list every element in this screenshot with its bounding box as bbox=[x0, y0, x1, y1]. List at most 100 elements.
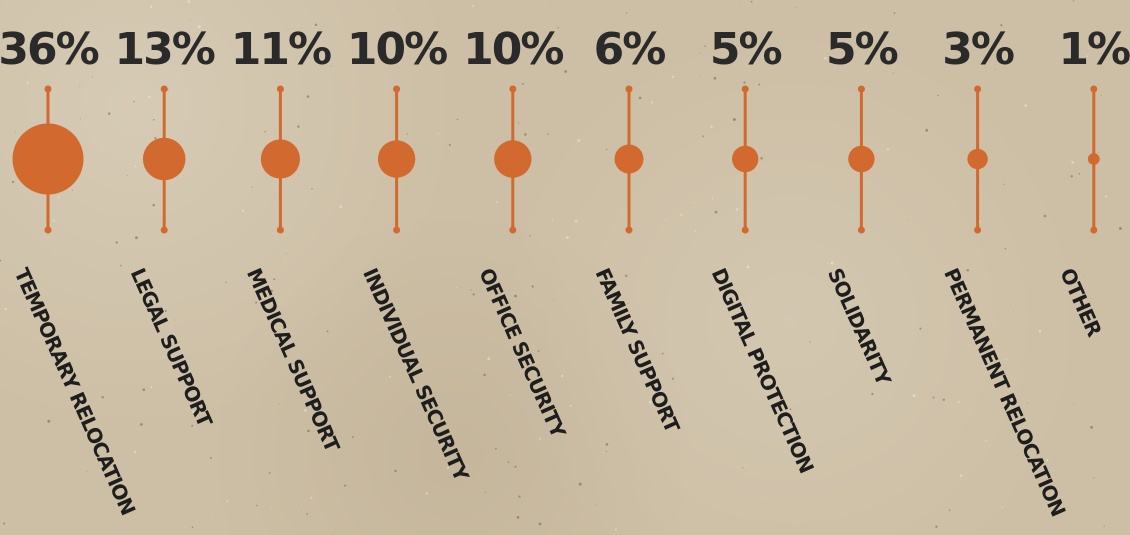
texture-speck bbox=[149, 5, 153, 8]
texture-speck bbox=[932, 396, 935, 399]
texture-speck bbox=[795, 286, 797, 288]
texture-speck bbox=[4, 307, 8, 311]
texture-speck bbox=[605, 148, 608, 151]
texture-speck bbox=[175, 319, 177, 321]
value-bubble bbox=[494, 140, 532, 178]
texture-speck bbox=[795, 7, 797, 9]
texture-speck bbox=[880, 370, 883, 372]
category-group: 11% MEDICAL SUPPORT bbox=[231, 24, 345, 456]
texture-speck bbox=[871, 392, 874, 396]
texture-speck bbox=[973, 304, 976, 306]
texture-speck bbox=[919, 327, 922, 330]
texture-speck bbox=[373, 14, 374, 16]
texture-speck bbox=[191, 424, 194, 427]
texture-speck bbox=[539, 437, 541, 440]
texture-speck bbox=[689, 205, 690, 207]
stem-bottom-dot bbox=[1090, 226, 1098, 234]
category-group: 36% TEMPORARY RELOCATION bbox=[0, 24, 140, 518]
texture-speck bbox=[789, 408, 792, 411]
texture-speck bbox=[164, 310, 167, 312]
texture-speck bbox=[830, 261, 834, 265]
texture-speck bbox=[1090, 425, 1094, 429]
value-label: 3% bbox=[942, 24, 1014, 75]
stem-bottom-dot bbox=[625, 226, 633, 234]
texture-speck bbox=[827, 85, 829, 87]
texture-speck bbox=[394, 469, 397, 473]
texture-speck bbox=[241, 209, 245, 212]
texture-speck bbox=[507, 461, 510, 464]
texture-speck bbox=[795, 442, 799, 446]
value-bubble bbox=[377, 140, 416, 178]
value-bubble bbox=[732, 145, 759, 173]
texture-speck bbox=[251, 186, 253, 188]
texture-speck bbox=[154, 137, 157, 140]
texture-speck bbox=[1071, 161, 1075, 164]
texture-speck bbox=[704, 45, 706, 47]
texture-speck bbox=[270, 289, 274, 292]
texture-speck bbox=[471, 5, 474, 8]
texture-speck bbox=[719, 349, 721, 351]
texture-speck bbox=[273, 278, 276, 281]
texture-speck bbox=[745, 464, 747, 466]
texture-speck bbox=[732, 118, 736, 121]
texture-speck bbox=[699, 52, 701, 54]
value-label: 5% bbox=[710, 24, 782, 75]
stem-top-dot bbox=[393, 85, 401, 93]
texture-speck bbox=[255, 301, 258, 304]
texture-speck bbox=[566, 236, 569, 239]
texture-speck bbox=[449, 151, 450, 153]
texture-speck bbox=[115, 241, 118, 244]
texture-speck bbox=[278, 403, 280, 405]
texture-speck bbox=[509, 394, 511, 397]
texture-speck bbox=[1003, 183, 1005, 185]
texture-speck bbox=[85, 58, 87, 60]
texture-speck bbox=[942, 398, 945, 401]
texture-speck bbox=[3, 522, 6, 525]
texture-speck bbox=[344, 484, 347, 487]
texture-speck bbox=[569, 404, 572, 407]
texture-speck bbox=[577, 139, 581, 142]
category-group: 1% OTHER bbox=[1055, 24, 1130, 340]
texture-speck bbox=[472, 60, 475, 63]
texture-speck bbox=[766, 385, 770, 388]
texture-speck bbox=[256, 504, 258, 507]
texture-speck bbox=[101, 396, 104, 399]
texture-speck bbox=[912, 394, 916, 397]
texture-speck bbox=[605, 443, 609, 446]
texture-speck bbox=[546, 54, 549, 57]
texture-speck bbox=[648, 400, 652, 404]
texture-speck bbox=[26, 81, 29, 84]
texture-speck bbox=[809, 341, 811, 343]
texture-speck bbox=[1105, 2, 1107, 4]
texture-speck bbox=[86, 471, 88, 472]
texture-speck bbox=[650, 101, 653, 104]
texture-speck bbox=[1004, 248, 1007, 250]
texture-speck bbox=[1001, 506, 1003, 508]
texture-speck bbox=[11, 180, 15, 184]
value-bubble bbox=[967, 148, 988, 170]
texture-speck bbox=[286, 253, 287, 255]
texture-speck bbox=[661, 235, 663, 237]
stem-bottom-dot bbox=[741, 226, 749, 234]
texture-speck bbox=[544, 4, 546, 6]
texture-speck bbox=[148, 95, 151, 99]
value-bubble bbox=[614, 144, 644, 174]
texture-speck bbox=[802, 360, 804, 361]
value-label: 10% bbox=[347, 24, 447, 75]
texture-speck bbox=[828, 498, 830, 499]
texture-speck bbox=[886, 148, 890, 151]
texture-speck bbox=[57, 196, 60, 199]
category-group: 3% PERMANENT RELOCATION bbox=[939, 24, 1070, 519]
texture-speck bbox=[628, 302, 630, 304]
texture-speck bbox=[133, 100, 135, 103]
texture-speck bbox=[1070, 175, 1073, 178]
value-bubble bbox=[12, 123, 84, 195]
texture-speck bbox=[557, 27, 559, 29]
texture-speck bbox=[948, 509, 951, 512]
texture-speck bbox=[279, 258, 281, 259]
stem-bottom-dot bbox=[276, 226, 284, 234]
texture-speck bbox=[531, 285, 534, 288]
texture-speck bbox=[425, 492, 429, 495]
